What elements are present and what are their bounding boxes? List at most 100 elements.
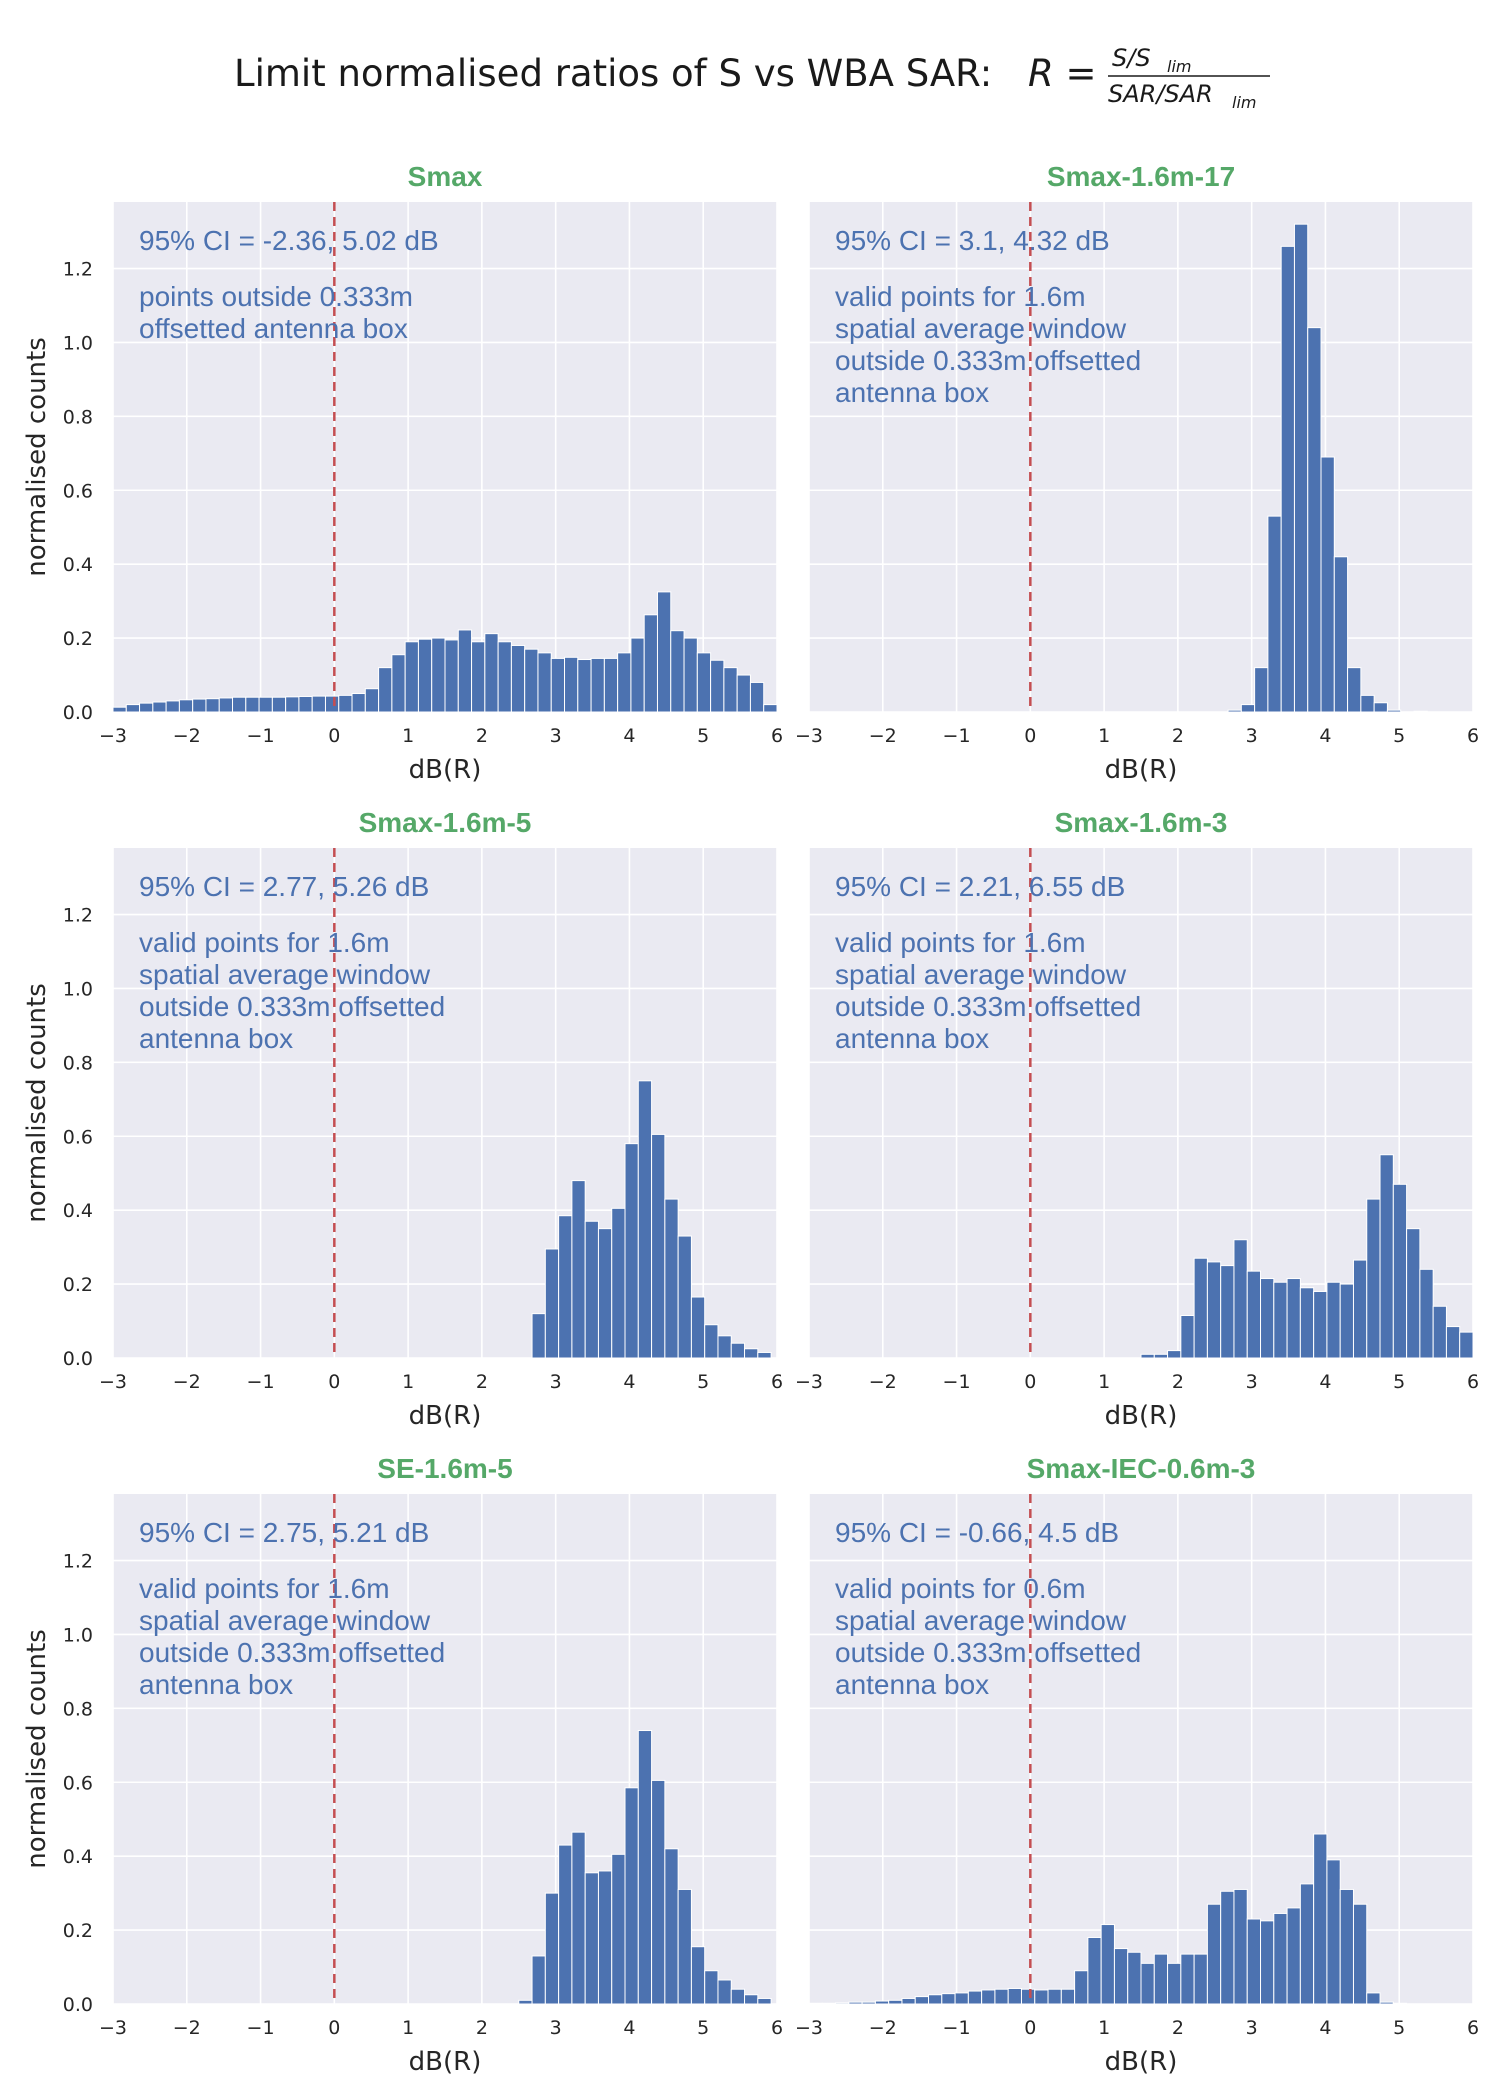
x-axis-label: dB(R) <box>409 1401 482 1431</box>
histogram-bar <box>736 674 751 713</box>
y-tick-label: 1.2 <box>63 1551 93 1573</box>
x-tick-label: 4 <box>623 1371 635 1393</box>
histogram-bar <box>717 1335 732 1359</box>
histogram-bar <box>1360 694 1375 713</box>
histogram-bar <box>994 1988 1009 2005</box>
y-tick-label: 0.4 <box>63 1200 93 1222</box>
x-tick-label: 0 <box>1024 725 1036 747</box>
histogram-bar <box>285 696 300 713</box>
histogram-bar <box>510 644 526 713</box>
histogram-bar <box>311 695 326 713</box>
x-axis-label: dB(R) <box>1105 1401 1178 1431</box>
x-tick-label: −1 <box>247 725 275 747</box>
x-tick-label: −3 <box>99 725 127 747</box>
histogram-bar <box>364 688 380 713</box>
formula-denominator-subscript: lim <box>1232 93 1256 112</box>
x-tick-label: 0 <box>1024 1371 1036 1393</box>
x-tick-label: −1 <box>247 2017 275 2039</box>
histogram-bar <box>1193 1257 1208 1359</box>
histogram-bar <box>651 1779 666 2005</box>
histogram-bar <box>338 694 353 713</box>
histogram-bar <box>981 1989 996 2005</box>
formula-numerator: S/S <box>1112 44 1151 72</box>
x-tick-label: −2 <box>173 725 201 747</box>
histogram-bar <box>205 698 220 713</box>
histogram-bar <box>590 657 605 713</box>
panel-title: Smax-1.6m-3 <box>1055 807 1228 838</box>
histogram-bar <box>967 1990 983 2005</box>
histogram-bar <box>139 702 154 713</box>
panel-title: Smax-IEC-0.6m-3 <box>1027 1453 1256 1484</box>
x-tick-label: 2 <box>476 1371 488 1393</box>
y-tick-label: 0.8 <box>63 1052 93 1074</box>
panel-title: Smax <box>408 161 483 192</box>
y-tick-label: 1.2 <box>63 905 93 927</box>
histogram-bar <box>564 656 579 713</box>
histogram-bar <box>404 641 419 713</box>
histogram-bar <box>1153 1353 1169 1359</box>
note-annotation-line: antenna box <box>139 1023 293 1054</box>
histogram-bar <box>544 1892 560 2005</box>
histogram-bar <box>683 637 698 713</box>
histogram-bar <box>1227 709 1242 713</box>
histogram-bar <box>125 704 141 713</box>
ci-annotation: 95% CI = 2.21, 6.55 dB <box>835 871 1125 902</box>
histogram-bar <box>1240 704 1256 713</box>
y-tick-label: 0.6 <box>63 1772 93 1794</box>
histogram-bar <box>1293 223 1309 713</box>
histogram-bar <box>1180 1315 1195 1359</box>
histogram-bar <box>1392 2002 1408 2005</box>
histogram-bar <box>763 704 778 713</box>
x-tick-label: 2 <box>476 2017 488 2039</box>
ci-annotation: 95% CI = -0.66, 4.5 dB <box>835 1517 1119 1548</box>
histogram-bar <box>544 1248 560 1359</box>
y-tick-label: 1.2 <box>63 259 93 281</box>
y-tick-label: 0.8 <box>63 406 93 428</box>
x-tick-label: −1 <box>943 725 971 747</box>
histogram-bar <box>1220 1890 1235 2005</box>
note-annotation-line: spatial average window <box>835 313 1127 344</box>
histogram-bar <box>901 1997 916 2005</box>
histogram-bar <box>1379 2001 1394 2005</box>
histogram-bar <box>431 637 446 713</box>
histogram-bar <box>518 1999 533 2005</box>
x-tick-label: 3 <box>1246 725 1258 747</box>
figure-title: Limit normalised ratios of S vs WBA SAR:… <box>234 44 1270 112</box>
plot-area <box>809 1494 1473 2004</box>
note-annotation-line: antenna box <box>835 377 989 408</box>
histogram-bar <box>611 1853 626 2005</box>
histogram-bar <box>1339 1283 1354 1359</box>
panel-title: SE-1.6m-5 <box>377 1453 512 1484</box>
histogram-bar <box>298 695 313 713</box>
histogram-bar <box>1113 1948 1129 2005</box>
note-annotation-line: outside 0.333m offsetted <box>835 1637 1141 1668</box>
histogram-bar <box>531 1313 546 1359</box>
histogram-bar <box>835 2002 850 2005</box>
histogram-bar <box>1273 1281 1288 1359</box>
histogram-bar <box>1260 1278 1275 1359</box>
histogram-bar <box>457 629 473 713</box>
histogram-bar <box>821 2002 837 2005</box>
x-tick-label: 1 <box>1098 2017 1110 2039</box>
note-annotation-line: antenna box <box>835 1669 989 1700</box>
histogram-bar <box>1100 1924 1115 2005</box>
x-tick-label: 2 <box>1172 1371 1184 1393</box>
histogram-bar <box>1299 1287 1315 1359</box>
histogram-bar <box>696 652 712 713</box>
histogram-bar <box>1127 1951 1142 2005</box>
x-tick-label: 5 <box>1393 725 1405 747</box>
histogram-bar <box>744 1994 759 2005</box>
histogram-bar <box>874 2000 890 2005</box>
x-tick-label: −2 <box>869 2017 897 2039</box>
histogram-bar <box>664 1198 679 1359</box>
x-tick-label: 4 <box>1319 725 1331 747</box>
histogram-bar <box>1060 1988 1076 2005</box>
x-tick-label: −2 <box>869 725 897 747</box>
histogram-bar <box>444 639 459 713</box>
x-tick-label: 5 <box>697 1371 709 1393</box>
histogram-bar <box>1140 1962 1155 2005</box>
y-tick-label: 0.0 <box>63 1994 93 2016</box>
x-tick-label: 5 <box>697 2017 709 2039</box>
y-tick-label: 1.0 <box>63 332 93 354</box>
